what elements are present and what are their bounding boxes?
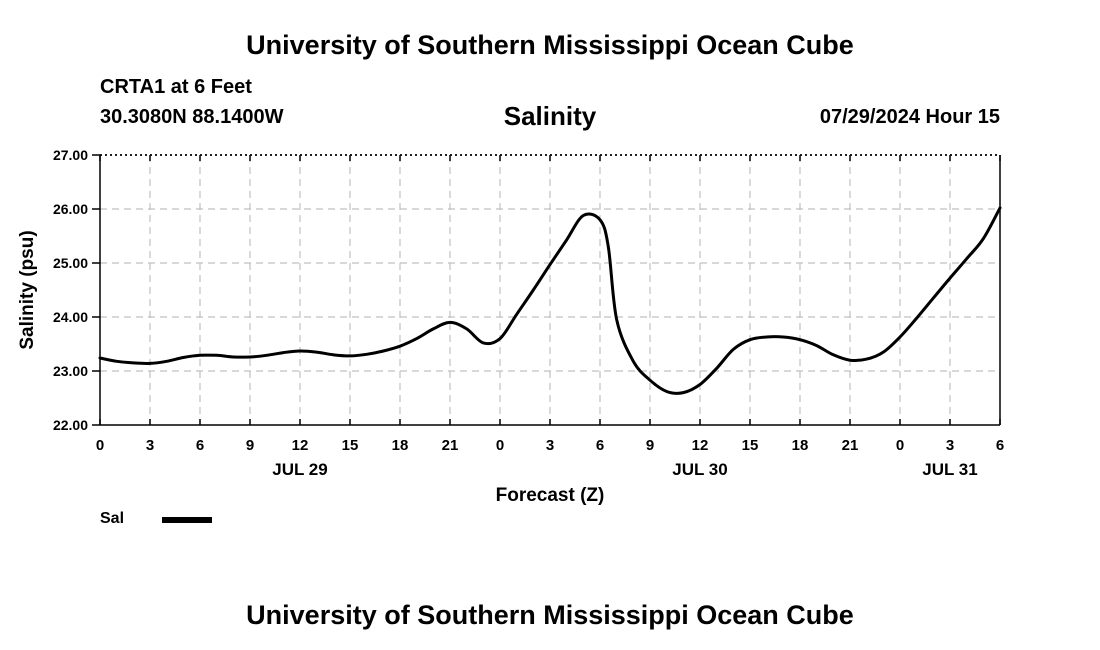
y-tick-label: 23.00 [53, 363, 88, 379]
date-label: JUL 29 [272, 460, 327, 479]
x-tick-label: 21 [842, 437, 859, 454]
x-tick-label: 18 [392, 437, 409, 454]
series-line-sal [98, 206, 1002, 395]
y-axis-title: Salinity (psu) [17, 230, 38, 349]
x-tick-label: 0 [96, 437, 104, 454]
x-axis-title: Forecast (Z) [496, 485, 605, 506]
x-tick-label: 3 [946, 437, 954, 454]
x-tick-label: 3 [146, 437, 154, 454]
station-label: CRTA1 at 6 Feet [100, 76, 252, 98]
page-title: University of Southern Mississippi Ocean… [246, 30, 854, 60]
x-tick-label: 21 [442, 437, 459, 454]
date-label: JUL 31 [922, 460, 977, 479]
y-tick-label: 22.00 [53, 417, 88, 433]
x-tick-label: 0 [496, 437, 504, 454]
x-tick-label: 18 [792, 437, 809, 454]
y-tick-label: 25.00 [53, 255, 88, 271]
legend-label: Sal [100, 510, 125, 527]
x-tick-label: 9 [246, 437, 254, 454]
chart-title: Salinity [503, 101, 597, 131]
footer-title: University of Southern Mississippi Ocean… [246, 600, 854, 630]
date-label: JUL 30 [672, 460, 727, 479]
x-tick-label: 15 [742, 437, 759, 454]
x-tick-label: 15 [342, 437, 359, 454]
x-tick-label: 9 [646, 437, 654, 454]
y-tick-label: 24.00 [53, 309, 88, 325]
x-tick-label: 12 [692, 437, 709, 454]
x-tick-label: 12 [292, 437, 309, 454]
x-tick-label: 0 [896, 437, 904, 454]
x-tick-label: 6 [996, 437, 1004, 454]
x-tick-label: 3 [546, 437, 554, 454]
valid-time-label: 07/29/2024 Hour 15 [819, 106, 1000, 128]
legend-line-swatch [162, 517, 212, 523]
x-tick-label: 6 [596, 437, 604, 454]
y-tick-label: 27.00 [53, 147, 88, 163]
x-tick-label: 6 [196, 437, 204, 454]
coordinates-label: 30.3080N 88.1400W [100, 106, 284, 128]
y-tick-label: 26.00 [53, 201, 88, 217]
